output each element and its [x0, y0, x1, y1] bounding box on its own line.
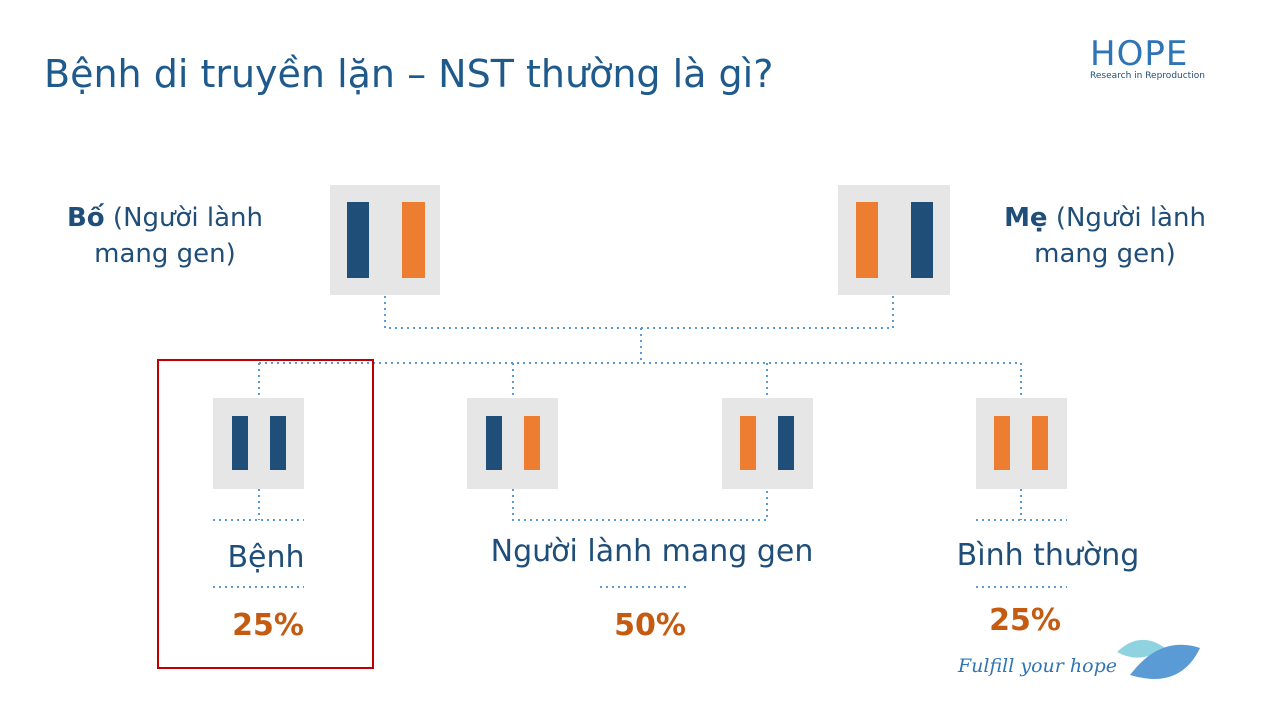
children-chromosomes [213, 398, 1067, 489]
outcome-label: Người lành mang gen [490, 534, 814, 569]
slogan-leaves [1117, 639, 1200, 679]
parent-name: Mẹ [1004, 203, 1048, 233]
parent-note: (Người lành mang gen) [94, 203, 264, 269]
father-label: Bố (Người lành mang gen) [45, 200, 285, 272]
father-chromosomes [330, 185, 440, 295]
outcome-label: Bình thường [956, 538, 1140, 573]
outcome-percent: 25% [232, 608, 304, 643]
outcome-percent: 50% [614, 608, 686, 643]
logo-tagline: Research in Reproduction [1090, 71, 1205, 81]
title: Bệnh di truyền lặn – NST thường là gì? [44, 52, 774, 96]
mother-chromosomes [838, 185, 950, 295]
slogan: Fulfill your hope [958, 655, 1117, 677]
outcome-percent: 25% [989, 603, 1061, 638]
connectors [213, 296, 1067, 588]
parent-name: Bố [66, 203, 105, 233]
highlight-box [157, 359, 374, 669]
logo: HOPE [1090, 34, 1189, 74]
mother-label: Mẹ (Người lành mang gen) [985, 200, 1225, 272]
parent-note: (Người lành mang gen) [1034, 203, 1206, 269]
outcome-label: Bệnh [227, 540, 305, 575]
